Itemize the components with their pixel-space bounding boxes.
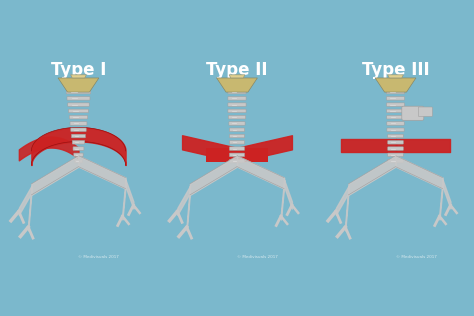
FancyBboxPatch shape bbox=[388, 159, 403, 163]
FancyBboxPatch shape bbox=[71, 128, 86, 131]
Polygon shape bbox=[375, 78, 416, 92]
FancyBboxPatch shape bbox=[388, 141, 403, 144]
FancyBboxPatch shape bbox=[74, 159, 82, 163]
FancyBboxPatch shape bbox=[388, 147, 403, 150]
Polygon shape bbox=[388, 75, 403, 78]
FancyBboxPatch shape bbox=[229, 128, 245, 131]
FancyBboxPatch shape bbox=[73, 147, 84, 150]
FancyBboxPatch shape bbox=[402, 106, 424, 120]
FancyBboxPatch shape bbox=[68, 103, 89, 106]
Text: © Medivisuals 2017: © Medivisuals 2017 bbox=[237, 255, 278, 259]
Text: Type III: Type III bbox=[362, 61, 429, 79]
FancyBboxPatch shape bbox=[229, 122, 245, 125]
FancyBboxPatch shape bbox=[388, 134, 403, 138]
Polygon shape bbox=[71, 75, 86, 78]
FancyBboxPatch shape bbox=[69, 115, 88, 119]
FancyBboxPatch shape bbox=[387, 122, 404, 125]
FancyBboxPatch shape bbox=[387, 103, 404, 106]
FancyBboxPatch shape bbox=[228, 90, 246, 94]
Bar bbox=[206, 148, 268, 162]
Bar bbox=[386, 92, 405, 161]
Polygon shape bbox=[58, 78, 99, 92]
Bar bbox=[66, 92, 91, 161]
FancyBboxPatch shape bbox=[67, 97, 90, 100]
FancyBboxPatch shape bbox=[387, 115, 404, 119]
FancyBboxPatch shape bbox=[386, 97, 404, 100]
Text: © Medivisuals 2017: © Medivisuals 2017 bbox=[395, 255, 437, 259]
Text: Type II: Type II bbox=[206, 61, 268, 79]
FancyBboxPatch shape bbox=[229, 141, 245, 144]
Text: © Medivisuals 2017: © Medivisuals 2017 bbox=[79, 255, 119, 259]
FancyBboxPatch shape bbox=[387, 109, 404, 113]
Polygon shape bbox=[229, 75, 245, 78]
FancyBboxPatch shape bbox=[72, 141, 85, 144]
Polygon shape bbox=[217, 78, 257, 92]
FancyBboxPatch shape bbox=[228, 115, 246, 119]
FancyBboxPatch shape bbox=[228, 97, 246, 100]
Bar bbox=[228, 92, 246, 161]
FancyBboxPatch shape bbox=[229, 159, 245, 163]
FancyBboxPatch shape bbox=[418, 107, 432, 116]
FancyBboxPatch shape bbox=[228, 109, 246, 113]
FancyBboxPatch shape bbox=[66, 90, 91, 94]
FancyBboxPatch shape bbox=[228, 103, 246, 106]
FancyBboxPatch shape bbox=[69, 109, 89, 113]
FancyBboxPatch shape bbox=[229, 147, 245, 150]
Text: Type I: Type I bbox=[51, 61, 106, 79]
FancyBboxPatch shape bbox=[70, 122, 87, 125]
FancyBboxPatch shape bbox=[386, 90, 405, 94]
FancyBboxPatch shape bbox=[229, 153, 245, 157]
FancyBboxPatch shape bbox=[72, 134, 85, 138]
FancyBboxPatch shape bbox=[74, 153, 83, 157]
FancyBboxPatch shape bbox=[229, 134, 245, 138]
FancyBboxPatch shape bbox=[387, 128, 404, 131]
FancyBboxPatch shape bbox=[388, 153, 403, 157]
